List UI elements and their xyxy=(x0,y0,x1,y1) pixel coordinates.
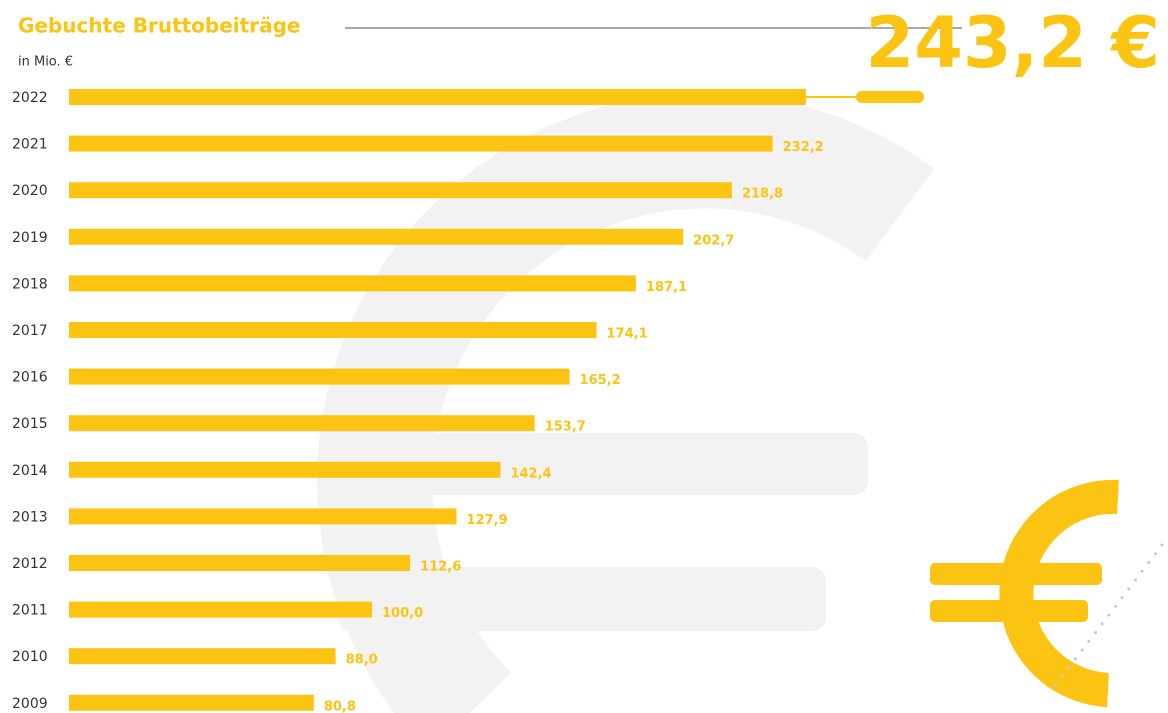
y-tick-label: 2011 xyxy=(12,603,48,619)
y-tick-label: 2015 xyxy=(12,416,48,432)
y-tick-label: 2014 xyxy=(12,463,48,479)
y-tick-label: 2020 xyxy=(12,183,48,199)
y-tick-label: 2019 xyxy=(12,230,48,246)
value-label: 100,0 xyxy=(382,606,423,621)
y-tick-label: 2016 xyxy=(12,370,48,386)
value-label: 187,1 xyxy=(646,280,687,295)
value-label: 218,8 xyxy=(742,187,783,202)
bar xyxy=(69,228,684,245)
bar xyxy=(69,182,732,199)
bar xyxy=(69,368,570,385)
value-label: 153,7 xyxy=(545,420,586,435)
bar xyxy=(69,461,501,478)
euro-bar xyxy=(338,567,826,631)
bar xyxy=(69,135,773,152)
bar xyxy=(69,322,597,338)
y-tick-label: 2017 xyxy=(12,323,48,339)
bar xyxy=(69,694,314,711)
y-tick-label: 2021 xyxy=(12,137,48,153)
highlight-value: 243,2 € xyxy=(866,2,1161,84)
bar xyxy=(69,415,535,432)
highlight-pill xyxy=(856,91,924,103)
bar xyxy=(69,601,372,618)
chart-subtitle: in Mio. € xyxy=(18,55,73,70)
chart-title: Gebuchte Bruttobeiträge xyxy=(18,14,300,38)
y-tick-label: 2010 xyxy=(12,649,48,665)
value-label: 202,7 xyxy=(693,233,734,248)
bar xyxy=(69,648,336,665)
value-label: 112,6 xyxy=(420,560,461,575)
value-label: 127,9 xyxy=(467,513,508,528)
background-euro xyxy=(317,93,934,713)
y-tick-label: 2022 xyxy=(12,90,48,106)
euro-bar xyxy=(930,600,1088,622)
bar xyxy=(69,508,457,525)
value-label: 142,4 xyxy=(510,466,551,481)
value-label: 165,2 xyxy=(580,373,621,388)
bar xyxy=(69,555,411,571)
euro-bar xyxy=(930,563,1102,585)
y-tick-label: 2012 xyxy=(12,556,48,572)
value-label: 232,2 xyxy=(783,140,824,155)
bar xyxy=(69,275,636,292)
value-label: 174,1 xyxy=(607,327,648,342)
y-tick-label: 2018 xyxy=(12,276,48,292)
value-label: 80,8 xyxy=(324,699,356,713)
y-tick-label: 2013 xyxy=(12,509,48,525)
value-label: 88,0 xyxy=(346,653,378,668)
euro-arc xyxy=(999,479,1119,707)
euro-bar xyxy=(338,433,868,495)
y-tick-label: 2009 xyxy=(12,696,48,712)
bar xyxy=(69,89,806,105)
yellow-euro xyxy=(930,479,1164,707)
